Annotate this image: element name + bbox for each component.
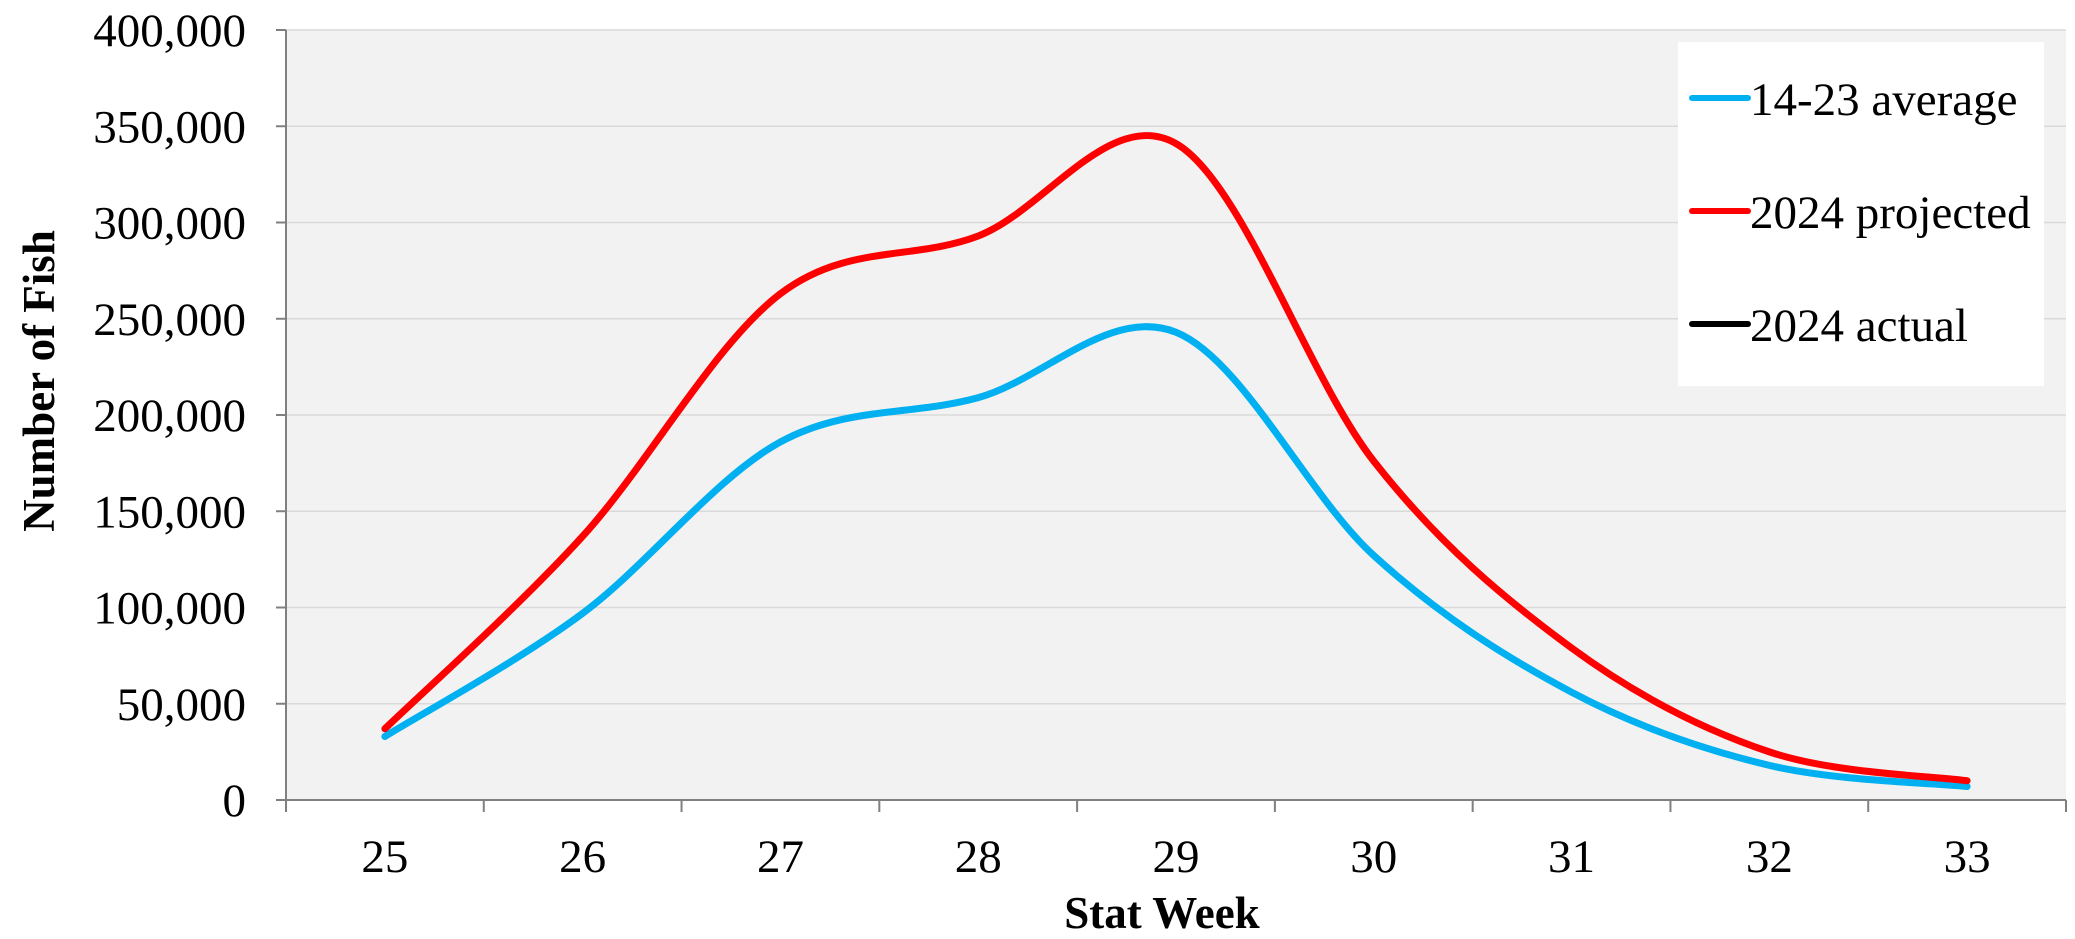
y-axis-title: Number of Fish — [14, 230, 64, 532]
series-line-1 — [381, 323, 1971, 791]
y-tick-label: 300,000 — [93, 198, 246, 250]
y-tick-label: 200,000 — [93, 390, 246, 442]
y-tick-label: 400,000 — [93, 5, 246, 57]
axes — [276, 29, 2067, 812]
x-tick-label: 25 — [361, 831, 408, 883]
x-axis-title: Stat Week — [1064, 888, 1259, 938]
x-tick-label: 28 — [955, 831, 1002, 883]
y-tick-label: 150,000 — [93, 486, 246, 538]
y-tick-label: 250,000 — [93, 294, 246, 346]
legend: 14-23 average 2024 projected 2024 actual — [1678, 42, 2044, 386]
legend-label: 2024 projected — [1750, 187, 2031, 239]
y-tick-label: 100,000 — [93, 583, 246, 635]
tick-labels: 0 50,000 100,000 150,000 200,000 250,000 300,0… — [93, 5, 1990, 883]
x-tick-label: 30 — [1350, 831, 1397, 883]
legend-label: 14-23 average — [1750, 74, 2018, 126]
series-lines — [381, 132, 1971, 791]
legend-label: 2024 actual — [1750, 300, 1968, 352]
x-tick-label: 33 — [1944, 831, 1991, 883]
x-tick-label: 29 — [1153, 831, 1200, 883]
x-tick-label: 31 — [1548, 831, 1595, 883]
x-tick-label: 27 — [757, 831, 804, 883]
x-tick-label: 32 — [1746, 831, 1793, 883]
series-line-2 — [381, 132, 1971, 785]
x-tick-label: 26 — [559, 831, 606, 883]
y-tick-label: 50,000 — [117, 679, 246, 731]
y-tick-label: 0 — [223, 775, 247, 827]
legend-items: 14-23 average 2024 projected 2024 actual — [1689, 74, 2031, 352]
y-tick-label: 350,000 — [93, 101, 246, 153]
